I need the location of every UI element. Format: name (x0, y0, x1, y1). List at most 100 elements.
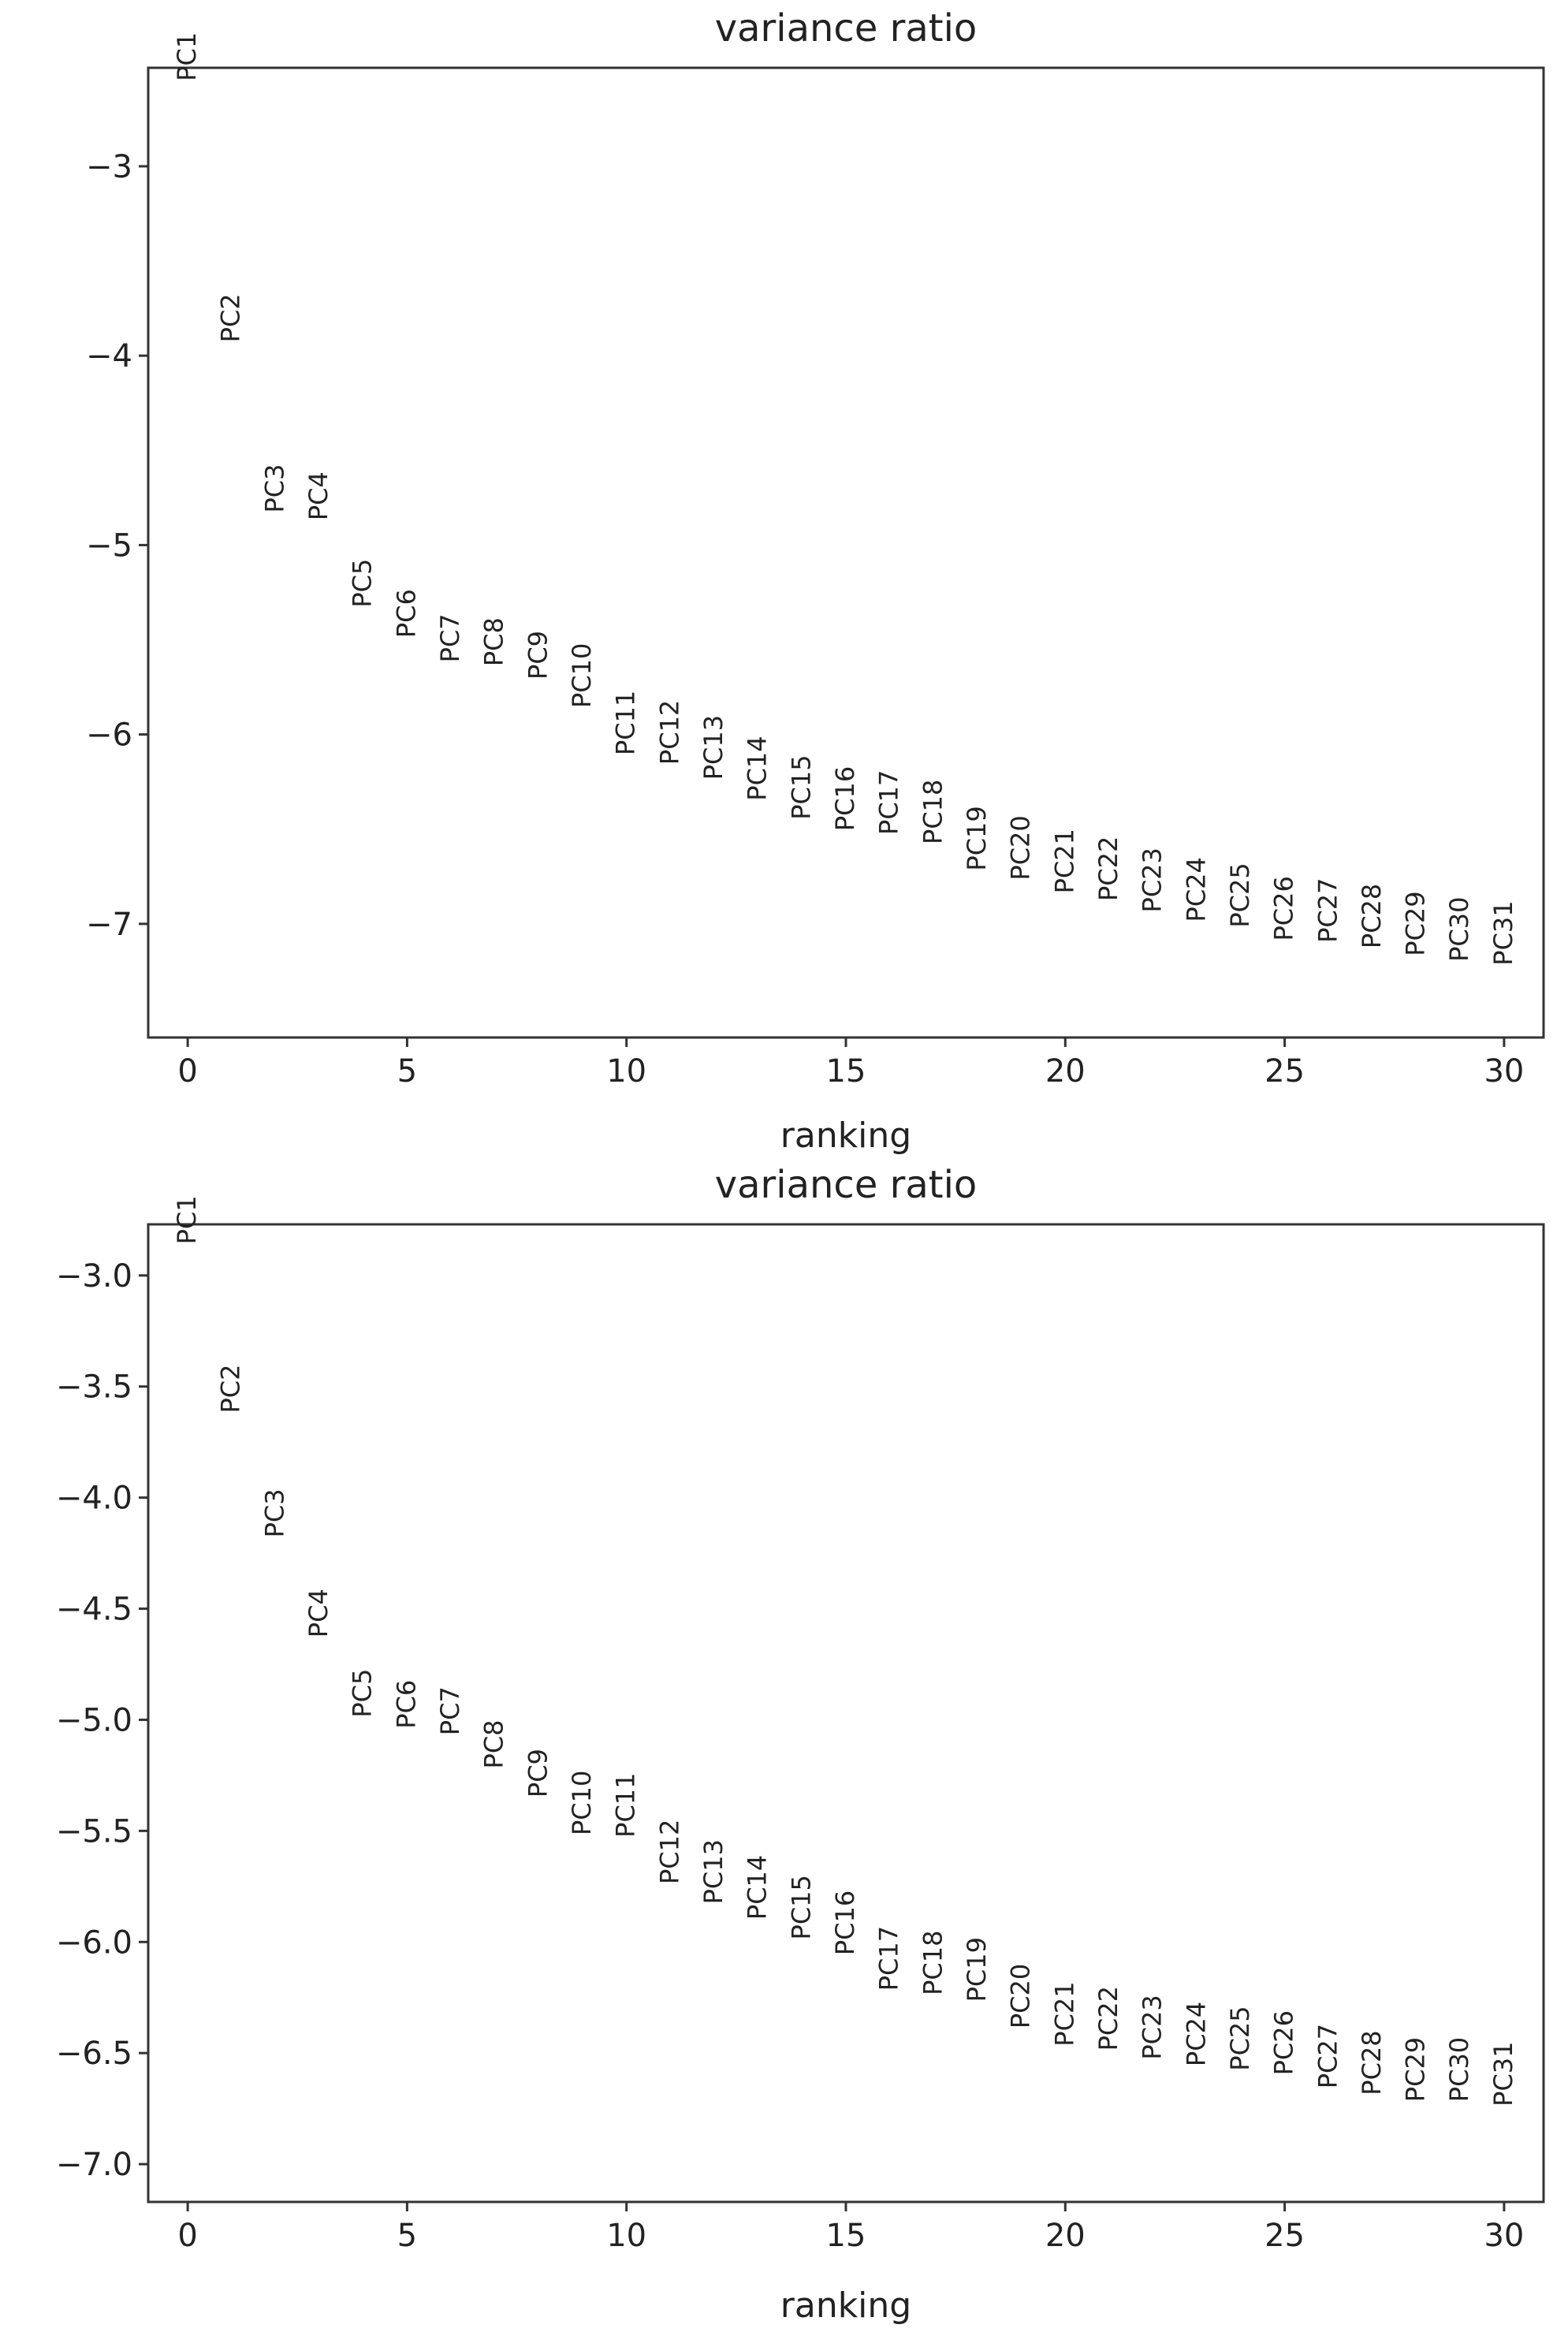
point-label-pc12: PC12 (654, 1820, 684, 1884)
point-label-pc19: PC19 (962, 1937, 992, 2002)
point-label-pc4: PC4 (304, 471, 333, 520)
point-label-pc31: PC31 (1488, 2041, 1518, 2106)
point-label-pc16: PC16 (830, 1891, 860, 1955)
x-tick-label: 0 (177, 1053, 197, 1090)
point-label-pc21: PC21 (1049, 1981, 1079, 2046)
point-label-pc13: PC13 (698, 1839, 728, 1904)
point-label-pc28: PC28 (1357, 884, 1387, 948)
point-label-pc12: PC12 (654, 700, 684, 765)
x-tick-label: 5 (397, 1053, 417, 1090)
y-tick-label: −4 (86, 338, 132, 374)
point-label-pc6: PC6 (391, 1680, 421, 1729)
point-label-pc28: PC28 (1357, 2030, 1387, 2095)
point-label-pc5: PC5 (348, 559, 378, 608)
point-label-pc22: PC22 (1093, 1986, 1123, 2051)
point-label-pc7: PC7 (435, 1686, 465, 1735)
x-tick-label: 20 (1045, 2218, 1086, 2254)
y-tick-label: −6 (86, 717, 132, 754)
point-label-pc19: PC19 (962, 806, 992, 870)
point-label-pc13: PC13 (698, 715, 728, 780)
point-label-pc26: PC26 (1269, 876, 1299, 941)
point-label-pc29: PC29 (1401, 2037, 1431, 2102)
point-label-pc6: PC6 (391, 589, 421, 638)
chart-bottom-svg: variance ratio ranking 0 5 10 15 20 25 30 −3.0 −… (56, 1166, 1545, 2326)
y-tick-label: −6.0 (56, 1924, 132, 1961)
y-tick-label: −3.0 (56, 1258, 132, 1295)
point-label-pc18: PC18 (918, 780, 948, 844)
y-tick-label: −6.5 (56, 2036, 132, 2072)
y-tick-label: −7 (86, 907, 132, 943)
x-axis-label: ranking (780, 2285, 911, 2326)
point-label-pc2: PC2 (216, 293, 246, 342)
point-label-pc14: PC14 (743, 736, 773, 800)
point-label-pc25: PC25 (1225, 2006, 1255, 2070)
y-tick-label: −5.0 (56, 1702, 132, 1738)
point-label-pc27: PC27 (1313, 878, 1343, 943)
x-tick-label: 15 (826, 1053, 866, 1090)
chart-top: variance ratio ranking 0 5 10 15 20 25 30 −3 −4 −… (86, 6, 1545, 1156)
x-tick-label: 0 (177, 2218, 197, 2254)
point-label-pc11: PC11 (611, 1772, 641, 1837)
point-label-pc10: PC10 (567, 1771, 597, 1835)
point-label-pc20: PC20 (1006, 815, 1036, 880)
x-tick-label: 30 (1484, 1053, 1524, 1090)
point-label-pc14: PC14 (743, 1855, 773, 1920)
y-tick-label: −4.0 (56, 1481, 132, 1517)
point-label-pc9: PC9 (523, 1749, 553, 1797)
point-label-pc24: PC24 (1181, 2002, 1211, 2066)
point-label-pc8: PC8 (479, 1719, 509, 1768)
y-tick-label: −4.5 (56, 1592, 132, 1628)
point-label-pc5: PC5 (348, 1669, 378, 1718)
x-tick-label: 10 (606, 2218, 646, 2254)
point-label-pc22: PC22 (1093, 836, 1123, 901)
point-label-pc9: PC9 (523, 631, 553, 680)
x-tick-label: 10 (606, 1053, 646, 1090)
point-label-pc31: PC31 (1488, 900, 1518, 965)
point-label-pc8: PC8 (479, 617, 509, 666)
point-label-pc21: PC21 (1049, 829, 1079, 893)
y-tick-label: −3.5 (56, 1369, 132, 1406)
y-tick-label: −7.0 (56, 2147, 132, 2183)
point-label-pc10: PC10 (567, 643, 597, 708)
point-label-pc15: PC15 (786, 1875, 816, 1939)
point-label-pc16: PC16 (830, 766, 860, 831)
point-label-pc18: PC18 (918, 1931, 948, 1995)
x-tick-label: 30 (1484, 2218, 1524, 2254)
point-label-pc3: PC3 (259, 1488, 289, 1537)
point-label-pc4: PC4 (304, 1589, 333, 1637)
point-label-pc1: PC1 (172, 32, 202, 81)
chart-bottom: variance ratio ranking 0 5 10 15 20 25 30 −3.0 −… (0, 1166, 1568, 2332)
point-label-pc23: PC23 (1138, 1995, 1168, 2059)
point-label-pc25: PC25 (1225, 862, 1255, 927)
point-label-pc7: PC7 (435, 613, 465, 662)
x-tick-label: 20 (1045, 1053, 1086, 1090)
y-tick-label: −5.5 (56, 1813, 132, 1850)
ticks-layer: 0 5 10 15 20 25 30 −3.0 −3.5 −4.0 −4.5 −5.0 −5.5 −6.0… (56, 1258, 1524, 2254)
point-label-pc27: PC27 (1313, 2024, 1343, 2088)
point-label-pc26: PC26 (1269, 2010, 1299, 2075)
x-tick-label: 25 (1264, 2218, 1305, 2254)
point-label-pc30: PC30 (1444, 2037, 1474, 2102)
marks-layer: PC1 PC2 PC3 PC4 PC5 PC6 PC7 PC8 PC9 PC10 PC11 PC12 P… (172, 32, 1518, 966)
point-label-pc23: PC23 (1138, 847, 1168, 912)
point-label-pc30: PC30 (1444, 897, 1474, 962)
chart-top-svg: variance ratio ranking 0 5 10 15 20 25 30 −3 −4 −… (86, 6, 1545, 1156)
point-label-pc3: PC3 (259, 464, 289, 513)
chart-title: variance ratio (715, 6, 978, 50)
point-label-pc11: PC11 (611, 691, 641, 755)
chart-title: variance ratio (715, 1166, 978, 1207)
x-tick-label: 5 (397, 2218, 417, 2254)
marks-layer: PC1 PC2 PC3 PC4 PC5 PC6 PC7 PC8 PC9 PC10 PC11 PC12 P… (172, 1195, 1518, 2106)
x-axis-label: ranking (780, 1116, 911, 1156)
point-label-pc29: PC29 (1401, 891, 1431, 956)
point-label-pc1: PC1 (172, 1195, 202, 1244)
point-label-pc17: PC17 (874, 1926, 904, 1991)
point-label-pc15: PC15 (786, 754, 816, 819)
point-label-pc24: PC24 (1181, 857, 1211, 922)
y-tick-label: −3 (86, 149, 132, 185)
point-label-pc20: PC20 (1006, 1964, 1036, 2028)
ticks-layer: 0 5 10 15 20 25 30 −3 −4 −5 −6 −7 (86, 149, 1524, 1090)
point-label-pc2: PC2 (216, 1365, 246, 1414)
y-tick-label: −5 (86, 527, 132, 564)
point-label-pc17: PC17 (874, 770, 904, 835)
